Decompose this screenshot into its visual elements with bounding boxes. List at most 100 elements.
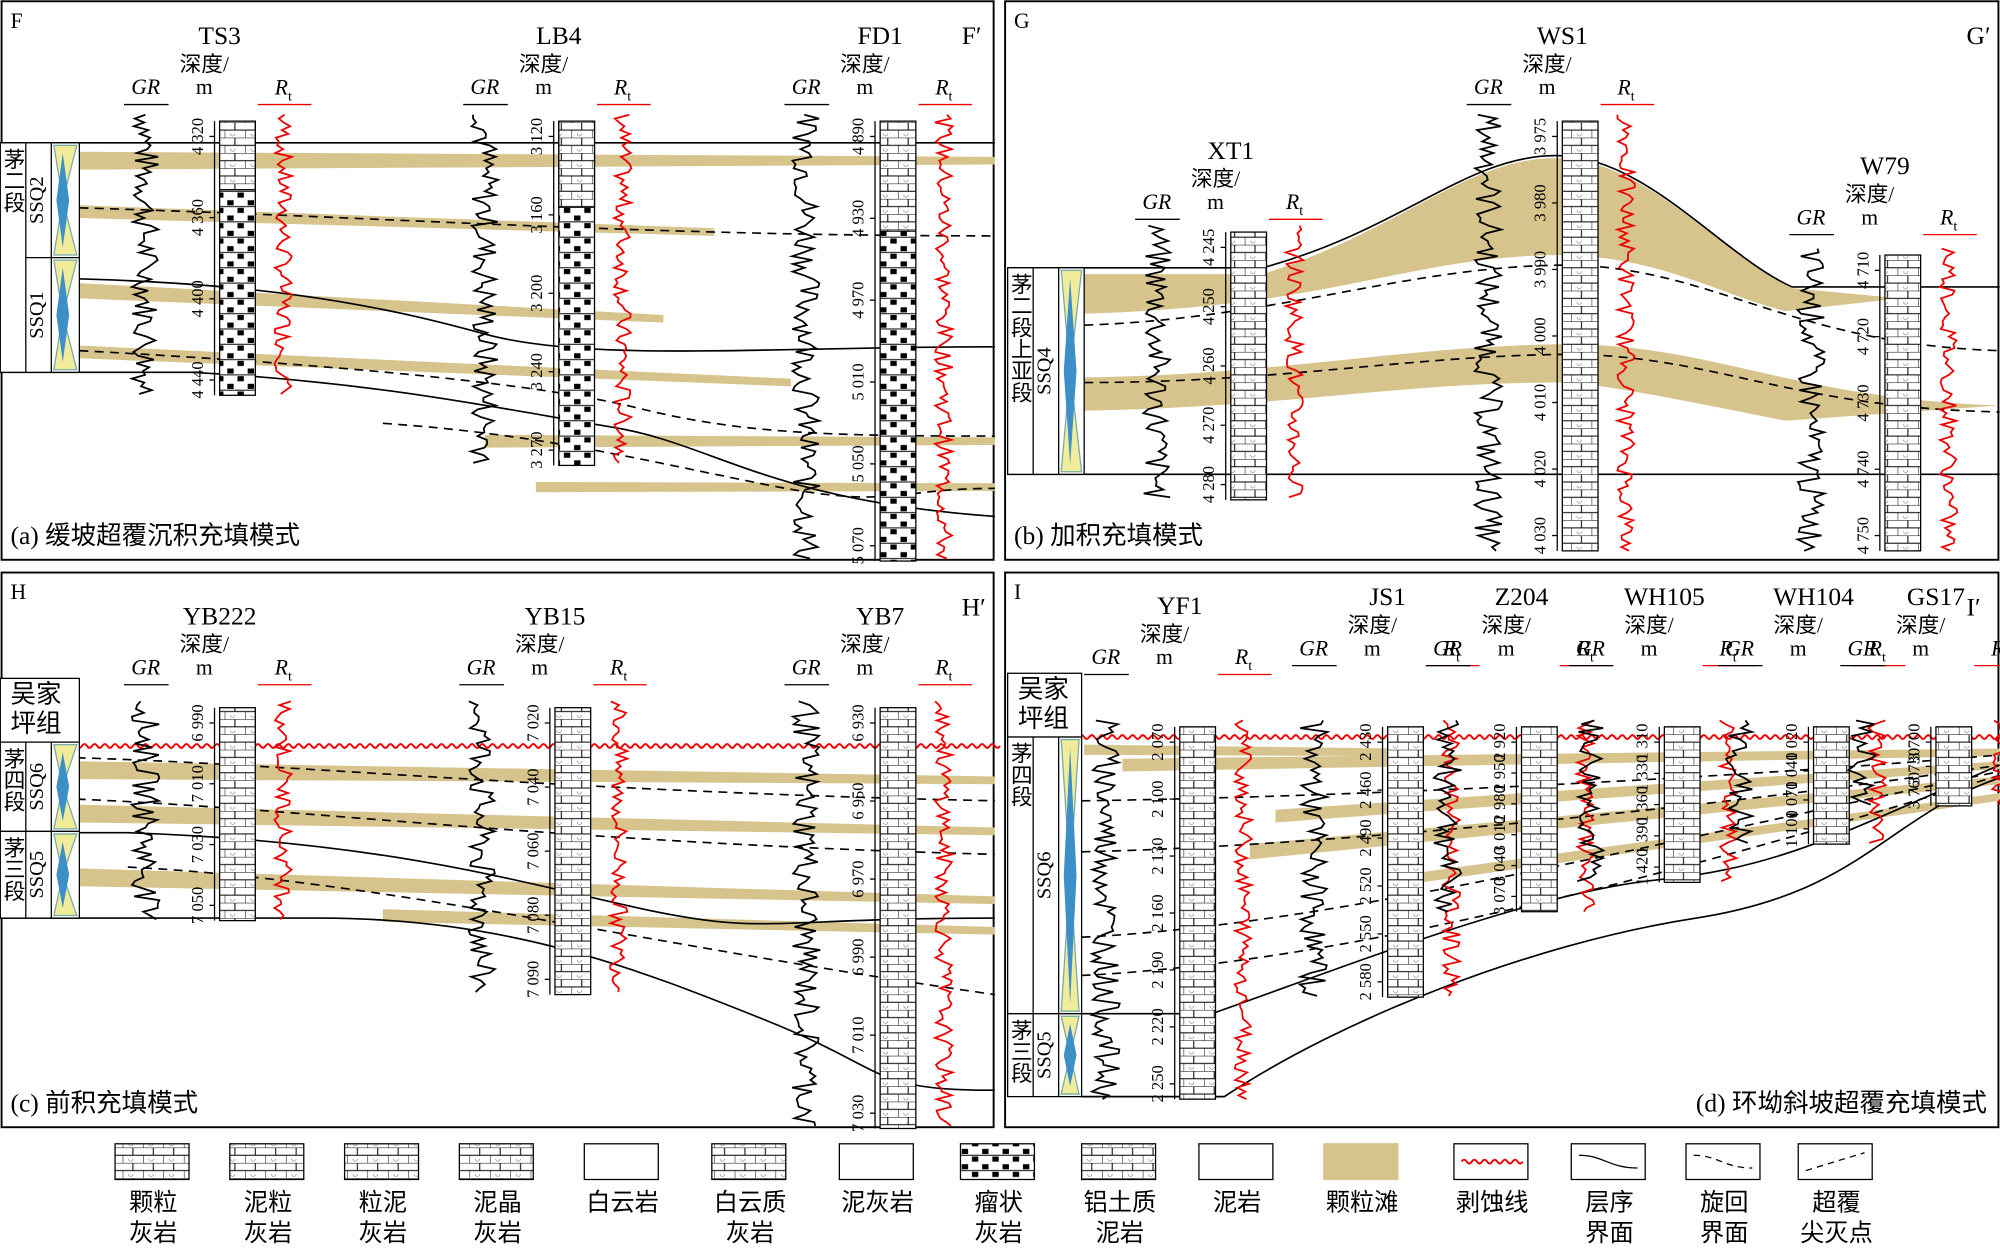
depth-unit: m <box>1790 636 1807 660</box>
legend-label: 泥岩 <box>1096 1220 1144 1247</box>
rt-symbol: R <box>1990 636 2000 660</box>
lithology-column <box>558 120 596 208</box>
depth-unit: m <box>856 655 873 679</box>
grain-shoal <box>1122 748 2000 772</box>
cycle-boundary <box>1081 770 2000 939</box>
depth-unit: m <box>531 655 548 679</box>
grain-shoal <box>79 345 791 387</box>
lithology-column <box>1520 726 1558 913</box>
legend-item: 剥蚀线 <box>1453 1143 1529 1217</box>
depth-tick-label: 2 920 <box>1490 723 1509 760</box>
depth-unit: m <box>196 655 213 679</box>
depth-label: 深度/ <box>180 632 230 656</box>
caption: (d) 环坳斜坡超覆充填模式 <box>1696 1088 1987 1117</box>
depth-tick-label: 4 930 <box>849 200 868 237</box>
sequence-boundary <box>0 917 995 1092</box>
legend-item: 泥灰岩 <box>838 1143 914 1217</box>
rt-label: Rt <box>613 75 631 104</box>
cap-box: 吴家坪组 <box>11 681 62 738</box>
legend-label: 铝土质 <box>1084 1190 1157 1217</box>
gr-label: GR <box>1091 645 1120 669</box>
depth-label: 深度/ <box>1191 167 1241 191</box>
gr-label: GR <box>131 75 160 99</box>
legend-icon <box>583 1143 659 1181</box>
cycle-boundary <box>0 755 995 802</box>
panel-label: G <box>1014 9 1030 33</box>
depth-tick-label: 2 070 <box>1148 723 1167 760</box>
panel-label: G′ <box>1967 21 1991 50</box>
sequence-boundary <box>0 371 995 518</box>
depth-tick-label: 3 040 <box>1490 847 1509 884</box>
rt-label: Rt <box>1285 190 1303 219</box>
legend-icon <box>1198 1143 1274 1181</box>
cap-box: 吴家坪组 <box>1018 676 1069 733</box>
lithology-column <box>1561 120 1599 552</box>
gr-label: GR <box>792 75 821 99</box>
grain-shoal <box>79 151 995 170</box>
depth-tick-label: 3 070 <box>1490 878 1509 915</box>
depth-label: 深度/ <box>1774 613 1824 637</box>
well-name: WS1 <box>1537 21 1588 50</box>
rt-label: Rt <box>1617 75 1635 104</box>
rt-symbol: R <box>1939 205 1953 229</box>
legend-item: 白云岩 <box>583 1143 659 1217</box>
depth-tick-label: 4 360 <box>188 199 207 236</box>
rt-symbol: R <box>609 655 623 679</box>
legend-label: 尖灭点 <box>1800 1220 1873 1247</box>
depth-tick-label: 4 000 <box>1531 317 1550 354</box>
gr-label: GR <box>1433 636 1462 660</box>
depth-tick-label: 4 320 <box>188 118 207 155</box>
lithology-column <box>218 707 256 922</box>
cycle-symbol <box>56 153 70 248</box>
depth-tick-label: 3 975 <box>1531 118 1550 155</box>
legend-onlap <box>1805 1152 1865 1172</box>
rt-symbol: R <box>934 75 948 99</box>
depth-tick-label: 4 250 <box>1199 288 1218 325</box>
sequence: SSQ6 <box>1034 852 1056 900</box>
legend-label: 泥晶 <box>473 1190 521 1217</box>
formation: 茅四段 <box>1008 742 1032 807</box>
depth-label: 深度/ <box>1140 622 1190 646</box>
gr-curve <box>1724 719 1756 844</box>
legend-icon <box>711 1143 787 1181</box>
well-name: GS17 <box>1907 582 1965 611</box>
depth-tick-label: 4 730 <box>1853 384 1872 421</box>
rt-label: Rt <box>274 655 292 684</box>
panel-label: H <box>11 580 27 604</box>
well-name: JS1 <box>1369 582 1406 611</box>
gr-label: GR <box>470 75 499 99</box>
legend-icon <box>1685 1143 1761 1181</box>
depth-tick-label: 3 980 <box>1531 184 1550 221</box>
gr-curve <box>467 700 498 993</box>
rt-label: Rt <box>1939 205 1957 234</box>
legend-label: 层序 <box>1585 1190 1633 1217</box>
legend-label: 旋回 <box>1700 1190 1748 1217</box>
rt-subscript: t <box>1590 650 1594 665</box>
caption: (b) 加积充填模式 <box>1014 521 1203 550</box>
depth-label: 深度/ <box>1624 613 1674 637</box>
depth-tick-label: 3 990 <box>1531 251 1550 288</box>
depth-unit: m <box>1912 636 1929 660</box>
cap-cell <box>1007 672 1083 738</box>
legend-icon <box>229 1143 305 1181</box>
rt-curve <box>932 700 956 1127</box>
depth-tick-label: 4 750 <box>1853 517 1872 554</box>
depth-tick-label: 3 700 <box>1904 723 1923 760</box>
gr-curve <box>1472 113 1505 552</box>
gr-curve <box>129 700 162 921</box>
legend-icon <box>343 1143 420 1181</box>
depth-tick-label: 4 740 <box>1853 451 1872 488</box>
rt-label: Rt <box>1234 645 1252 674</box>
grain-shoal <box>76 804 995 836</box>
legend-label: 粒泥 <box>359 1190 407 1217</box>
legend-label: 灰岩 <box>974 1220 1022 1247</box>
well-name: W79 <box>1860 151 1910 180</box>
rt-curve <box>272 700 294 920</box>
caption: (c) 前积充填模式 <box>11 1088 199 1117</box>
